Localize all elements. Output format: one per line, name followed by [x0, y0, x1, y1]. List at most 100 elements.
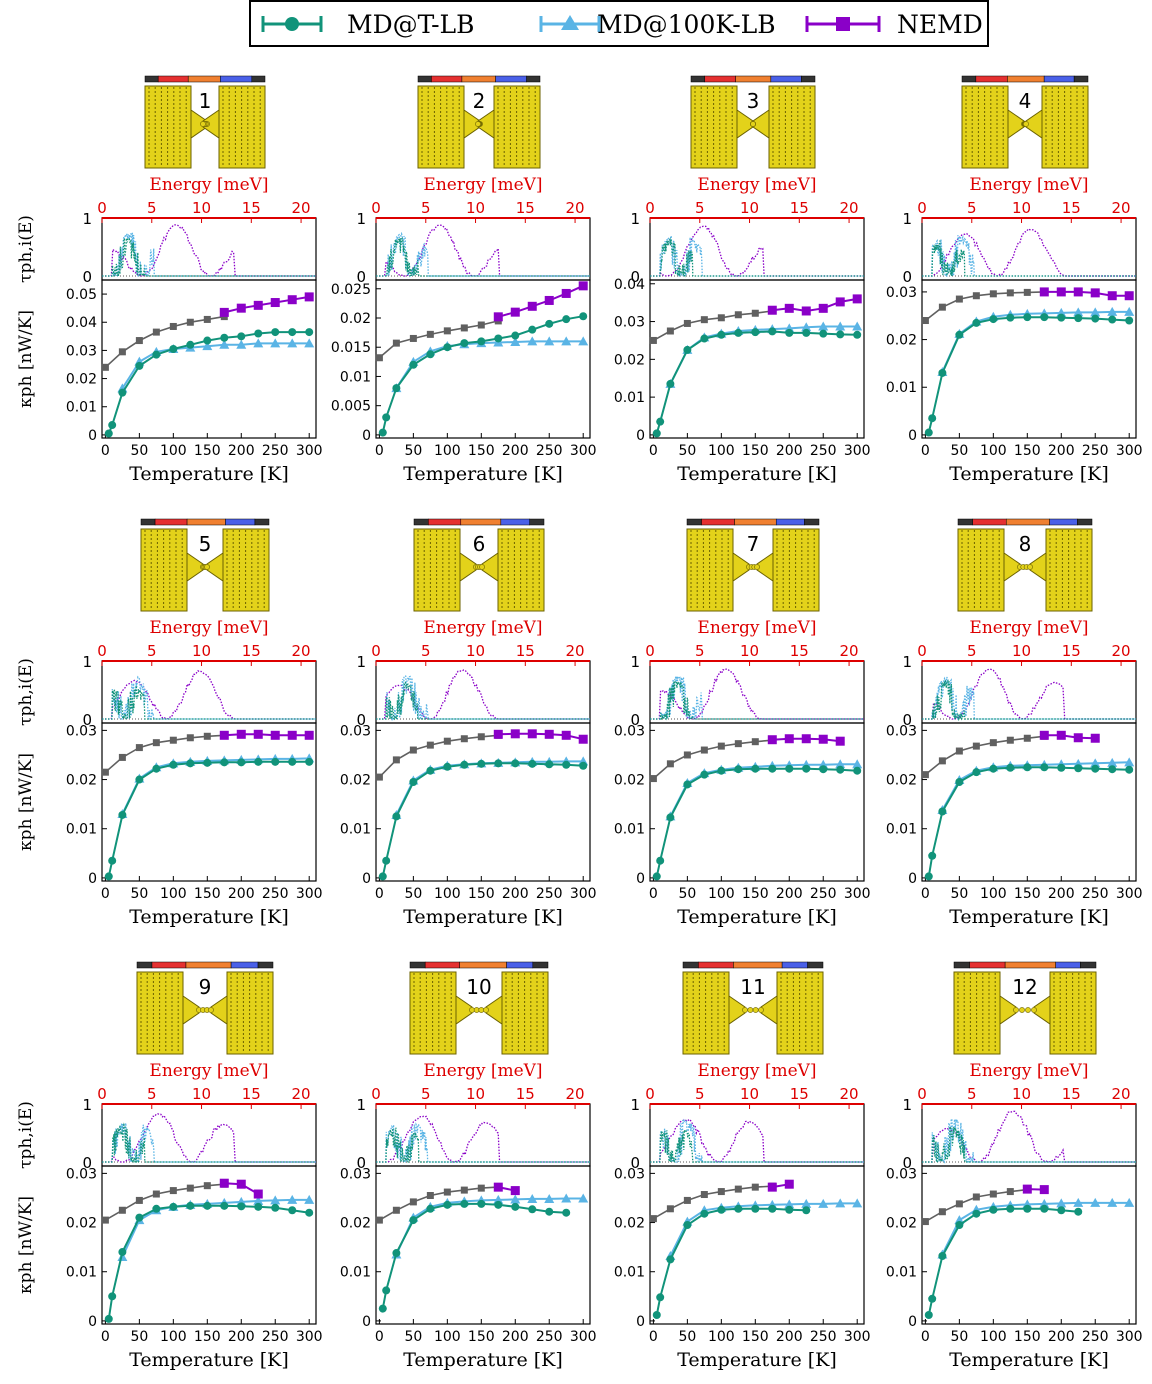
data-point: [1006, 1204, 1015, 1213]
series-ref: [375, 317, 502, 362]
tau-tick-label: 0: [356, 268, 366, 286]
x-tick-label: 150: [194, 886, 221, 902]
data-point: [305, 1208, 314, 1217]
segment: [500, 518, 530, 526]
y-tick-label: 0: [636, 428, 645, 444]
energy-axis-label: Energy [meV]: [969, 1061, 1088, 1081]
y-tick-label: 0.01: [340, 822, 371, 838]
data-point: [1023, 734, 1031, 742]
data-point: [666, 760, 674, 768]
data-point: [253, 729, 263, 739]
chain-atom: [1019, 1007, 1025, 1013]
data-point: [253, 1195, 264, 1205]
data-point: [938, 303, 946, 311]
segment: [251, 75, 266, 83]
data-point: [1006, 1188, 1014, 1196]
data-point: [270, 730, 280, 740]
data-point: [152, 1190, 160, 1198]
data-point: [784, 734, 794, 744]
x-tick-label: 0: [921, 443, 930, 459]
data-point: [802, 764, 811, 773]
data-point: [924, 872, 933, 881]
energy-tick-label: 5: [695, 1085, 705, 1103]
x-tick-label: 150: [194, 1329, 221, 1345]
x-tick-label: 50: [130, 443, 148, 459]
x-tick-label: 100: [708, 886, 735, 902]
tau-curve-nemd: [376, 224, 590, 277]
tau-tick-label: 0: [902, 1154, 912, 1172]
data-point: [649, 336, 657, 344]
kappa-frame: [101, 722, 317, 882]
y-tick-label: 0.03: [66, 1166, 97, 1182]
x-tick-label: 0: [649, 886, 658, 902]
segment: [804, 518, 820, 526]
panel-number: 7: [747, 532, 760, 556]
data-point: [972, 742, 980, 750]
data-point: [928, 851, 937, 860]
data-point: [186, 318, 194, 326]
data-point: [683, 751, 691, 759]
data-point: [818, 1198, 829, 1208]
data-point: [305, 328, 314, 337]
data-point: [203, 758, 212, 767]
data-point: [852, 1198, 863, 1208]
data-point: [562, 1208, 571, 1217]
chain-atom: [750, 121, 756, 127]
data-point: [802, 328, 811, 337]
data-point: [152, 739, 160, 747]
data-point: [751, 1183, 759, 1191]
kappa-axis-label: κph [nW/K]: [16, 310, 36, 408]
data-point: [700, 770, 709, 779]
chain-atom: [1023, 121, 1029, 127]
data-point: [477, 321, 485, 329]
data-point: [562, 315, 571, 324]
data-point: [304, 292, 314, 302]
energy-tick-label: 20: [1112, 1085, 1131, 1103]
data-point: [801, 1198, 812, 1208]
data-point: [477, 337, 486, 346]
segment: [961, 75, 977, 83]
data-point: [375, 1216, 383, 1224]
energy-tick-label: 15: [1062, 642, 1081, 660]
y-tick-label: 0.01: [614, 1265, 645, 1281]
right-tip: [202, 109, 220, 139]
data-point: [101, 768, 109, 776]
data-point: [104, 1314, 113, 1323]
data-point: [921, 317, 929, 325]
data-point: [378, 1304, 387, 1313]
data-point: [1039, 1185, 1049, 1195]
data-point: [700, 746, 708, 754]
tau-curve-t: [376, 237, 590, 277]
segment: [686, 518, 702, 526]
series-nemd: [219, 729, 314, 740]
energy-tick-label: 15: [516, 1085, 535, 1103]
y-tick-label: 0.02: [340, 773, 371, 789]
y-tick-label: 0.02: [66, 773, 97, 789]
kappa-frame: [649, 722, 865, 882]
transmission-frame: [375, 660, 591, 724]
data-point: [683, 1196, 691, 1204]
data-point: [700, 1209, 709, 1218]
transmission-frame: [649, 217, 865, 281]
tau-curve-nemd: [922, 1110, 1136, 1163]
segment: [1043, 75, 1075, 83]
energy-axis-label: Energy [meV]: [697, 175, 816, 195]
energy-tick-label: 5: [147, 199, 157, 217]
x-tick-label: 50: [950, 886, 968, 902]
data-point: [288, 1206, 297, 1215]
data-point: [928, 414, 937, 423]
x-tick-label: 200: [502, 886, 529, 902]
y-tick-label: 0.02: [886, 333, 917, 349]
chain-atom: [1013, 1007, 1019, 1013]
energy-tick-label: 10: [466, 199, 485, 217]
data-point: [836, 765, 845, 774]
panel-number: 1: [199, 89, 212, 113]
data-point: [270, 1195, 281, 1205]
segment: [1004, 961, 1056, 969]
data-point: [989, 739, 997, 747]
x-tick-label: 100: [708, 443, 735, 459]
series-k100: [391, 756, 589, 819]
chain-atom: [1027, 564, 1033, 570]
